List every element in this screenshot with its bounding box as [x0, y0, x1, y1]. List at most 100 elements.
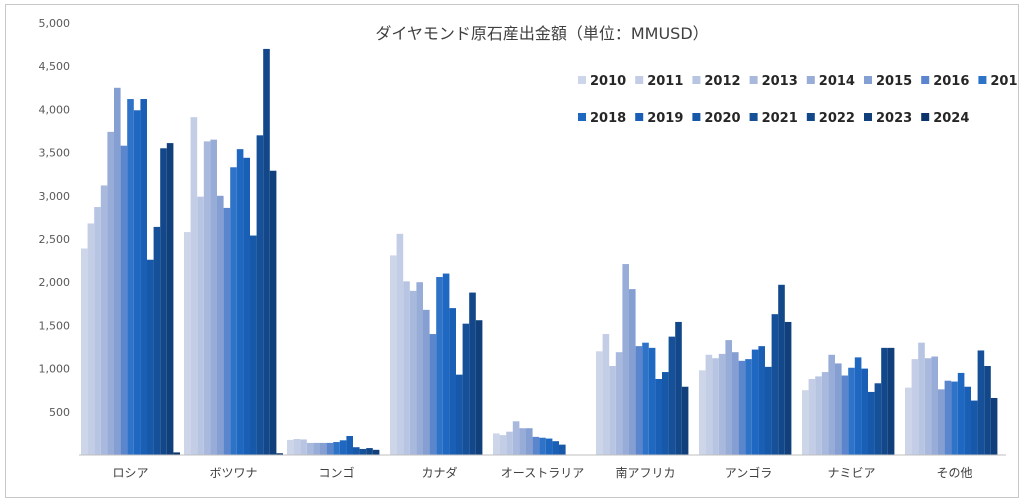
bar-2010 — [802, 390, 809, 455]
bar-2014 — [622, 264, 629, 455]
category-label: ロシア — [112, 466, 148, 480]
bar-2019 — [861, 368, 868, 455]
legend-label: 2016 — [933, 74, 969, 89]
bar-2013 — [615, 352, 623, 455]
legend-item: 2015 — [864, 74, 912, 89]
bar-2018 — [133, 110, 141, 455]
legend-item: 2019 — [635, 111, 683, 126]
bar-2012 — [609, 366, 616, 455]
legend-swatch — [864, 76, 872, 84]
bar-2012 — [197, 196, 204, 455]
bar-2013 — [409, 290, 417, 455]
chart-frame: ダイヤモンド原石産出金額（単位：MMUSD） 500 1,000 1,500 2,00… — [5, 4, 1019, 498]
legend-item: 2016 — [921, 74, 969, 89]
y-tick-label: 500 — [49, 406, 70, 419]
bar-2015 — [938, 389, 945, 455]
bar-2021 — [874, 383, 882, 455]
bar-2018 — [236, 149, 244, 455]
bar-2010 — [184, 232, 191, 455]
bar-2015 — [732, 352, 739, 455]
bar-2023 — [784, 321, 792, 455]
bar-2018 — [442, 273, 450, 455]
y-tick-label: 2,500 — [39, 233, 71, 246]
legend-label: 2022 — [819, 111, 855, 126]
bar-2010 — [699, 370, 706, 455]
legend-swatch — [578, 113, 586, 121]
bar-2021 — [668, 336, 676, 455]
legend-swatch — [692, 76, 701, 84]
bars — [81, 48, 998, 456]
bar-2023 — [166, 143, 174, 455]
legend-swatch — [749, 113, 758, 121]
bar-2017 — [127, 99, 134, 455]
y-tick-label: 2,000 — [39, 276, 71, 289]
legend-label: 2011 — [647, 74, 683, 89]
bar-2015 — [320, 442, 327, 455]
legend-label: 2018 — [590, 111, 626, 126]
bar-2017 — [745, 359, 752, 455]
bar-2020 — [353, 447, 360, 455]
bar-2010 — [905, 387, 912, 455]
bar-2015 — [526, 428, 533, 455]
bar-2016 — [635, 346, 643, 455]
bar-2017 — [230, 167, 237, 456]
bar-2019 — [449, 308, 456, 455]
legend-label: 2017 — [990, 74, 1018, 89]
legend-label: 2014 — [819, 74, 855, 89]
bar-2018 — [751, 349, 759, 455]
bar-2023 — [269, 170, 277, 456]
bar-2018 — [339, 440, 347, 455]
legend-label: 2023 — [876, 111, 912, 126]
legend-item: 2011 — [635, 74, 683, 89]
bar-2016 — [738, 360, 746, 455]
legend-item: 2017 — [978, 74, 1018, 89]
bar-2020 — [147, 259, 154, 455]
category-label: その他 — [936, 466, 972, 480]
legend-item: 2010 — [578, 74, 626, 89]
bar-2017 — [951, 381, 958, 455]
bar-2022 — [984, 366, 991, 455]
bar-2022 — [881, 347, 888, 455]
bar-2022 — [469, 292, 476, 455]
category-label: 南アフリカ — [615, 465, 675, 480]
bar-2022 — [160, 148, 167, 455]
legend-swatch — [578, 76, 586, 84]
bar-2019 — [552, 441, 559, 455]
legend-label: 2021 — [762, 111, 798, 126]
bar-2011 — [705, 354, 713, 455]
bar-2014 — [107, 131, 114, 456]
bar-2011 — [396, 233, 404, 455]
category-label: コンゴ — [318, 465, 354, 480]
bar-2011 — [499, 435, 507, 455]
bar-2011 — [190, 117, 198, 456]
bar-2013 — [203, 141, 211, 455]
legend-item: 2014 — [806, 74, 855, 89]
bar-2014 — [725, 340, 732, 455]
y-tick-label: 4,000 — [39, 103, 71, 116]
bar-2012 — [815, 376, 822, 455]
bar-2018 — [854, 357, 862, 455]
bar-2020 — [971, 400, 978, 455]
bar-2018 — [648, 347, 656, 455]
bar-2012 — [403, 281, 410, 455]
bar-2012 — [300, 439, 307, 455]
bar-2015 — [629, 289, 636, 455]
y-tick-label: 3,000 — [39, 190, 71, 203]
bar-2014 — [519, 428, 526, 455]
legend-swatch — [921, 76, 930, 84]
bar-2010 — [287, 439, 294, 455]
legend-swatch — [806, 76, 815, 84]
bar-2011 — [602, 334, 610, 455]
bar-2011 — [911, 359, 919, 455]
legend-item: 2022 — [806, 111, 855, 126]
bar-2015 — [835, 363, 842, 455]
legend-label: 2012 — [704, 74, 740, 89]
legend-item: 2013 — [749, 74, 798, 89]
legend-swatch — [635, 76, 644, 84]
y-axis: 500 1,000 1,500 2,000 2,500 3,000 3,500 4,000 4,… — [39, 17, 71, 419]
bar-2013 — [512, 421, 520, 455]
bar-2020 — [662, 372, 669, 455]
bar-2022 — [675, 321, 682, 455]
bar-chart: ダイヤモンド原石産出金額（単位：MMUSD） 500 1,000 1,500 2,00… — [39, 17, 1019, 480]
bar-2017 — [539, 437, 546, 455]
